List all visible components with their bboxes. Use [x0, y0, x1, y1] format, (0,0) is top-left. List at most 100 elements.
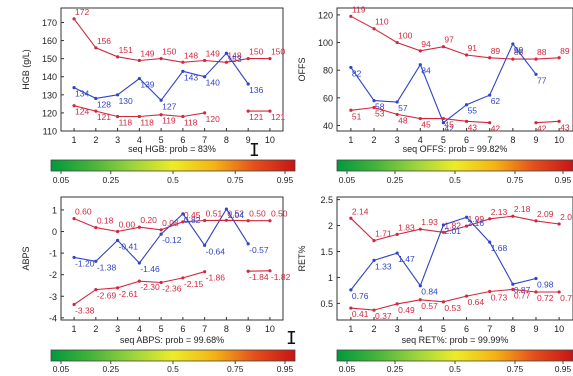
data-point [181, 114, 185, 119]
y-tick-label: -2 [49, 270, 57, 280]
series-line [535, 120, 560, 124]
data-point [246, 109, 250, 113]
data-label: 0.50 [249, 209, 266, 219]
x-tick-label: 2 [372, 324, 377, 334]
x-tick-label: 2 [372, 135, 377, 145]
data-point [72, 85, 76, 90]
colorbar-tick-label: 0.5 [167, 175, 179, 185]
data-label: 42 [491, 124, 501, 134]
data-point [395, 100, 399, 104]
data-point [395, 232, 399, 236]
data-point [72, 302, 76, 307]
colorbar-tick-label: 0.95 [277, 364, 294, 374]
x-tick-label: 9 [246, 324, 251, 334]
text-cursor-icon: I [249, 140, 260, 161]
y-tick-label: 150 [42, 54, 57, 64]
data-label: 1.04 [227, 210, 244, 220]
data-label: 94 [421, 39, 431, 49]
data-label: 53 [375, 109, 385, 119]
x-tick-label: 7 [202, 135, 207, 145]
series-2: 134 128 130 139 127 143 140 153 136 [72, 51, 264, 111]
data-point [181, 212, 185, 216]
data-point [159, 57, 163, 61]
probability-colorbar [50, 159, 296, 172]
probability-colorbar [336, 349, 573, 362]
data-point [115, 238, 120, 242]
data-label: 62 [491, 96, 501, 106]
data-point [224, 218, 229, 222]
y-tick-label: 80 [323, 66, 333, 76]
colorbar-tick-label: 0.75 [507, 364, 524, 374]
data-label: 1.99 [468, 214, 485, 224]
data-point [159, 228, 163, 232]
data-point [246, 57, 250, 61]
data-point [511, 287, 515, 291]
data-label: 140 [206, 78, 220, 88]
data-point [395, 251, 399, 255]
x-tick-label: 6 [464, 135, 469, 145]
series-line [73, 218, 270, 233]
data-point [349, 288, 353, 292]
x-tick-label: 4 [418, 324, 423, 334]
data-label: 0.60 [75, 207, 92, 217]
data-point [441, 223, 446, 227]
series-3: -3.38-2.69 -2.61-2.30 -2.36 -2.15-1.86 -1.84… [72, 269, 291, 315]
chart-panel-4: 0.5 1 1.5 2 2.5 1 2 3 4 5 6 7 8 9 10 RET% 2.14 1.71 1.83 1.… [297, 195, 573, 374]
data-point [464, 294, 469, 298]
x-tick-label: 4 [137, 135, 142, 145]
y-tick-label: 1.5 [320, 247, 333, 257]
x-tick-label: 10 [554, 324, 564, 334]
data-label: 0.82 [184, 215, 201, 225]
data-label: 1.82 [444, 220, 461, 230]
data-label: -1.82 [271, 272, 291, 282]
x-tick-label: 8 [510, 324, 515, 334]
chart-panel-3: -4 -3 -2 -1 0 1 1 2 3 4 5 6 7 8 9 10 ABPS 0.60 0.18 0.00 0.2… [21, 196, 296, 374]
data-point [372, 308, 376, 312]
data-label: 2.16 [468, 218, 485, 228]
y-tick-label: -4 [49, 313, 57, 323]
data-point [349, 14, 353, 18]
data-label: 0.57 [421, 301, 438, 311]
x-tick-label: 6 [180, 135, 185, 145]
data-label: 153 [227, 54, 241, 64]
data-point [203, 111, 207, 115]
series-1: 2.14 1.71 1.83 1.93 1.82 1.99 2.13 2.18 2.09 2.0 [349, 204, 572, 243]
data-point [137, 114, 141, 119]
data-point [349, 216, 353, 220]
y-tick-label: -1 [49, 249, 57, 259]
data-point [441, 45, 446, 49]
data-label: 0.20 [140, 215, 157, 225]
data-label: 0.84 [421, 287, 438, 297]
data-label: 89 [560, 46, 570, 56]
x-tick-label: 1 [348, 324, 353, 334]
probability-colorbar [336, 159, 573, 172]
data-label: 0.76 [352, 291, 369, 301]
colorbar-tick-label: 0.95 [277, 175, 294, 185]
series-2: -1.20 -1.38 -0.41 -1.46 -0.120.82 -0.64 1.04 -0… [72, 207, 269, 274]
data-label: 118 [119, 118, 133, 128]
data-point [181, 220, 185, 224]
data-point [246, 219, 250, 223]
data-point [115, 286, 120, 290]
data-label: 82 [352, 68, 362, 78]
x-tick-label: 1 [348, 135, 353, 145]
y-axis-label: HGB (g/L) [21, 49, 31, 90]
data-point [534, 72, 538, 76]
data-label: 91 [468, 43, 478, 53]
data-point [203, 243, 207, 247]
y-axis-label: ABPS [21, 246, 31, 270]
data-point [534, 290, 538, 294]
data-label: 45 [421, 120, 431, 130]
plot-area [60, 7, 284, 132]
series-2: 82 58 57 84 42 55 62 99 77 [349, 42, 547, 134]
x-tick-label: 6 [180, 324, 185, 334]
data-point [534, 276, 538, 281]
data-label: 148 [184, 50, 198, 60]
data-label: -2.15 [184, 279, 204, 289]
series-3: 0.41 0.37 0.49 0.57 0.53 0.64 0.73 0.77 0.72 0.7 [349, 287, 572, 321]
x-tick-label: 5 [159, 135, 164, 145]
colorbar-tick-label: 0.5 [167, 364, 179, 374]
x-tick-label: 3 [395, 135, 400, 145]
y-tick-label: 2 [328, 221, 333, 231]
x-tick-label: 8 [224, 324, 229, 334]
